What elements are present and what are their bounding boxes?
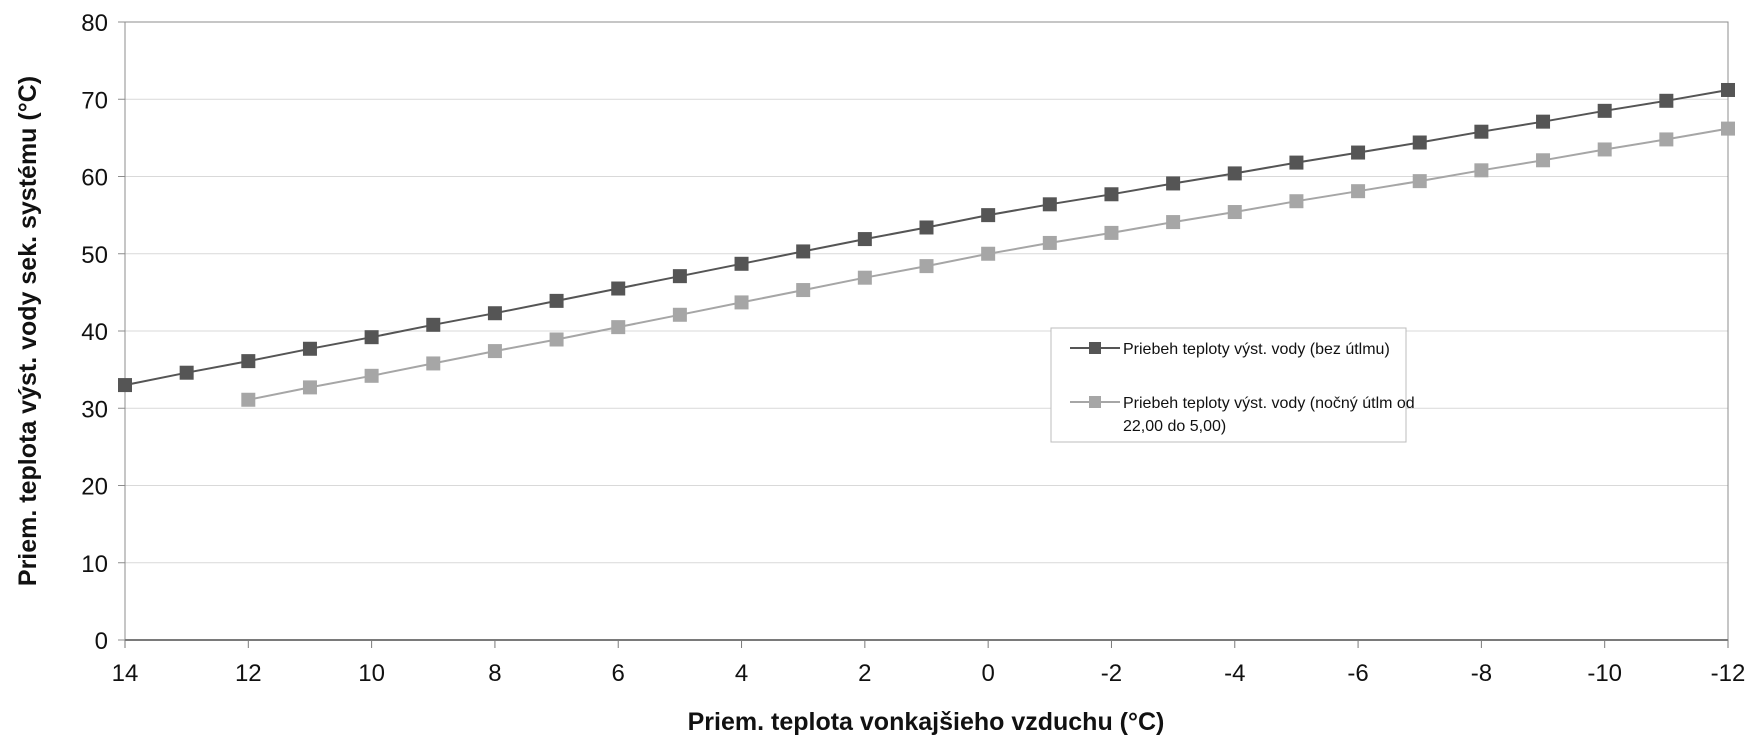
data-point	[611, 320, 626, 335]
data-point	[796, 283, 811, 298]
x-tick-label: -6	[1347, 660, 1368, 687]
data-point	[426, 356, 441, 371]
data-point	[549, 293, 564, 308]
data-point	[364, 368, 379, 383]
x-tick-label: 4	[735, 660, 748, 687]
data-point	[672, 307, 687, 322]
data-point	[549, 332, 564, 347]
legend-item-bez-utlmu: Priebeh teploty výst. vody (bez útlmu)	[1070, 341, 1390, 358]
data-point	[364, 330, 379, 345]
data-point	[302, 341, 317, 356]
legend-marker-nocny-utlm	[1089, 396, 1101, 408]
data-point	[981, 246, 996, 261]
series-0	[118, 82, 1735, 393]
data-point	[1042, 197, 1057, 212]
data-point	[1289, 155, 1304, 170]
data-point	[734, 295, 749, 310]
data-point	[672, 269, 687, 284]
data-point	[1351, 145, 1366, 160]
legend-item-nocny-utlm: Priebeh teploty výst. vody (nočný útlm o…	[1070, 395, 1415, 435]
data-point	[1104, 225, 1119, 240]
y-tick-label: 30	[81, 396, 108, 423]
y-tick-label: 80	[81, 10, 108, 37]
y-tick-label: 70	[81, 87, 108, 114]
legend-marker-bez-utlmu	[1089, 342, 1101, 354]
y-tick-label: 50	[81, 242, 108, 269]
data-point	[1659, 93, 1674, 108]
data-point	[1227, 166, 1242, 181]
x-tick-label: 10	[358, 660, 385, 687]
data-point	[1227, 205, 1242, 220]
grid-lines	[125, 98, 1728, 564]
x-tick-label: -12	[1711, 660, 1746, 687]
y-tick-label: 10	[81, 551, 108, 578]
data-point	[1721, 82, 1735, 97]
data-point	[1536, 153, 1551, 168]
data-point	[1104, 187, 1119, 202]
data-point	[241, 354, 256, 369]
x-axis-title: Priem. teplota vonkajšieho vzduchu (°C)	[688, 708, 1165, 736]
data-point	[1721, 121, 1735, 136]
data-point	[179, 365, 194, 380]
legend: Priebeh teploty výst. vody (bez útlmu) P…	[1050, 327, 1415, 443]
data-point	[796, 244, 811, 259]
data-point	[487, 344, 502, 359]
data-point	[1042, 235, 1057, 250]
x-tick-label: 14	[112, 660, 139, 687]
data-point	[1166, 176, 1181, 191]
data-point	[302, 380, 317, 395]
y-tick-label: 40	[81, 319, 108, 346]
legend-label-nocny-utlm-line-1: Priebeh teploty výst. vody (nočný útlm o…	[1123, 395, 1415, 412]
data-point	[1659, 132, 1674, 147]
data-point	[241, 392, 256, 407]
x-tick-label: -10	[1587, 660, 1622, 687]
data-point	[857, 232, 872, 247]
series-group	[118, 82, 1735, 407]
x-tick-label: -8	[1471, 660, 1492, 687]
data-point	[487, 306, 502, 321]
data-point	[426, 317, 441, 332]
data-point	[1351, 184, 1366, 199]
x-tick-label: -2	[1101, 660, 1122, 687]
data-point	[919, 259, 934, 274]
data-point	[118, 378, 132, 393]
x-tick-label: 0	[981, 660, 994, 687]
data-point	[1597, 103, 1612, 118]
x-tick-label: 6	[612, 660, 625, 687]
data-point	[1166, 215, 1181, 230]
legend-label-bez-utlmu: Priebeh teploty výst. vody (bez útlmu)	[1123, 341, 1390, 358]
legend-label-nocny-utlm-line-2: 22,00 do 5,00)	[1123, 418, 1226, 435]
series-1	[241, 121, 1735, 407]
y-tick-label: 0	[95, 628, 108, 655]
data-point	[1289, 194, 1304, 209]
data-point	[611, 281, 626, 296]
y-tick-label: 60	[81, 165, 108, 192]
data-point	[919, 220, 934, 235]
data-point	[857, 270, 872, 285]
data-point	[1474, 124, 1489, 139]
data-point	[1474, 163, 1489, 178]
series-line-1	[248, 127, 1729, 401]
data-point	[1536, 114, 1551, 129]
data-point	[981, 208, 996, 223]
y-tick-label: 20	[81, 474, 108, 501]
data-point	[734, 256, 749, 271]
x-tick-label: -4	[1224, 660, 1245, 687]
y-axis-title: Priem. teplota výst. vody sek. systému (…	[14, 76, 42, 586]
x-tick-label: 8	[488, 660, 501, 687]
axes	[118, 21, 1729, 648]
x-tick-label: 2	[858, 660, 871, 687]
x-tick-label: 12	[235, 660, 262, 687]
data-point	[1597, 142, 1612, 157]
data-point	[1412, 135, 1427, 150]
data-point	[1412, 174, 1427, 189]
